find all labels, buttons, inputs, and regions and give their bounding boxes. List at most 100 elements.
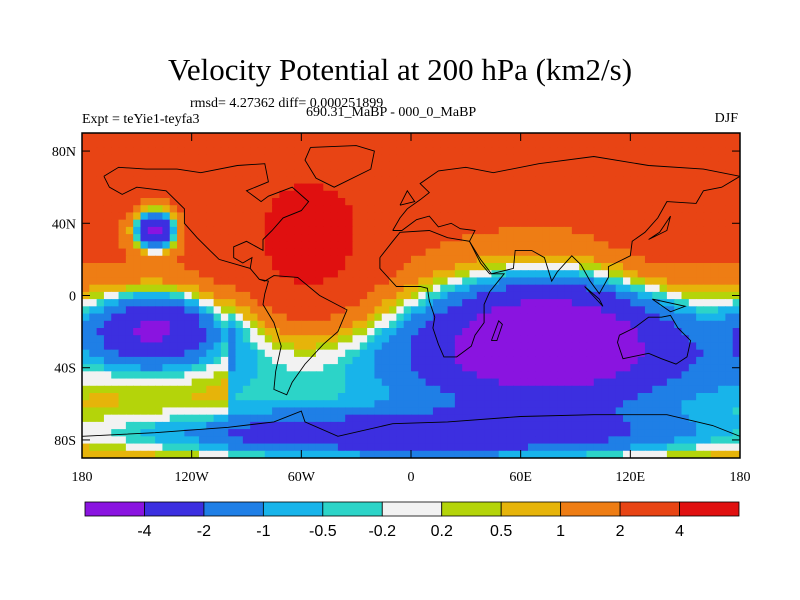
field-cell (133, 349, 142, 358)
field-cell (191, 364, 200, 372)
field-cell (272, 429, 280, 437)
field-cell (476, 226, 485, 235)
field-cell (359, 147, 368, 156)
field-cell (462, 450, 471, 458)
field-cell (520, 421, 529, 430)
field-cell (250, 291, 259, 300)
colorbar-swatch (381, 501, 443, 517)
field-cell (140, 320, 149, 329)
field-cell (235, 342, 244, 351)
field-cell (162, 219, 171, 228)
field-cell (235, 313, 244, 322)
field-cell (652, 176, 661, 185)
field-cell (688, 364, 697, 372)
field-cell (418, 349, 427, 358)
field-cell (272, 400, 280, 409)
field-cell (411, 443, 419, 452)
field-cell (432, 291, 441, 300)
field-cell (469, 407, 478, 416)
field-cell (279, 147, 288, 156)
field-cell (549, 176, 558, 185)
field-cell (272, 320, 280, 329)
field-cell (389, 349, 397, 358)
field-cell (411, 147, 419, 156)
field-cell (389, 356, 397, 365)
field-cell (374, 429, 383, 437)
field-cell (601, 241, 609, 250)
field-cell (359, 450, 368, 458)
field-cell (125, 147, 134, 156)
field-cell (294, 205, 302, 214)
field-cell (571, 385, 580, 394)
field-cell (140, 306, 149, 315)
field-cell (725, 255, 734, 264)
field-cell (564, 414, 573, 423)
field-cell (725, 198, 734, 206)
field-cell (520, 306, 529, 315)
field-cell (352, 400, 361, 409)
field-cell (476, 169, 485, 177)
field-cell (440, 248, 449, 257)
field-cell (703, 248, 712, 257)
field-cell (527, 450, 536, 458)
field-cell (718, 342, 726, 351)
field-cell (557, 306, 566, 315)
field-cell (659, 205, 668, 214)
field-cell (498, 205, 507, 214)
field-cell (272, 205, 280, 214)
field-cell (535, 356, 544, 365)
field-cell (359, 219, 368, 228)
field-cell (564, 291, 573, 300)
field-cell (462, 161, 471, 170)
field-cell (286, 421, 295, 430)
field-cell (418, 241, 427, 250)
field-cell (732, 299, 740, 307)
field-cell (659, 140, 668, 149)
field-cell (82, 385, 90, 394)
field-cell (637, 450, 646, 458)
field-cell (220, 133, 229, 141)
field-cell (732, 154, 740, 163)
field-cell (213, 356, 222, 365)
field-cell (147, 385, 156, 394)
field-cell (564, 169, 573, 177)
field-cell (652, 299, 661, 307)
field-cell (527, 140, 536, 149)
field-cell (601, 190, 609, 199)
field-cell (82, 154, 90, 163)
field-cell (82, 320, 90, 329)
field-cell (279, 248, 288, 257)
field-cell (484, 198, 493, 206)
field-cell (462, 183, 471, 192)
field-cell (557, 342, 566, 351)
field-cell (476, 436, 485, 445)
field-cell (557, 371, 566, 380)
field-cell (228, 400, 237, 409)
field-cell (659, 421, 668, 430)
field-cell (506, 284, 514, 293)
field-cell (147, 270, 156, 279)
field-cell (484, 450, 493, 458)
field-cell (198, 133, 207, 141)
field-cell (396, 241, 405, 250)
field-cell (506, 414, 514, 423)
field-cell (476, 198, 485, 206)
field-cell (462, 400, 471, 409)
field-cell (125, 140, 134, 149)
field-cell (147, 443, 156, 452)
field-cell (601, 291, 609, 300)
field-cell (213, 263, 222, 271)
field-cell (147, 299, 156, 307)
field-cell (286, 190, 295, 199)
field-cell (330, 190, 339, 199)
field-cell (125, 299, 134, 307)
field-cell (89, 263, 98, 271)
colorbar-label: 2 (616, 523, 625, 540)
field-cell (447, 335, 456, 344)
field-cell (315, 147, 324, 156)
field-cell (469, 436, 478, 445)
field-cell (579, 299, 588, 307)
field-cell (476, 335, 485, 344)
field-cell (432, 342, 441, 351)
field-cell (352, 140, 361, 149)
